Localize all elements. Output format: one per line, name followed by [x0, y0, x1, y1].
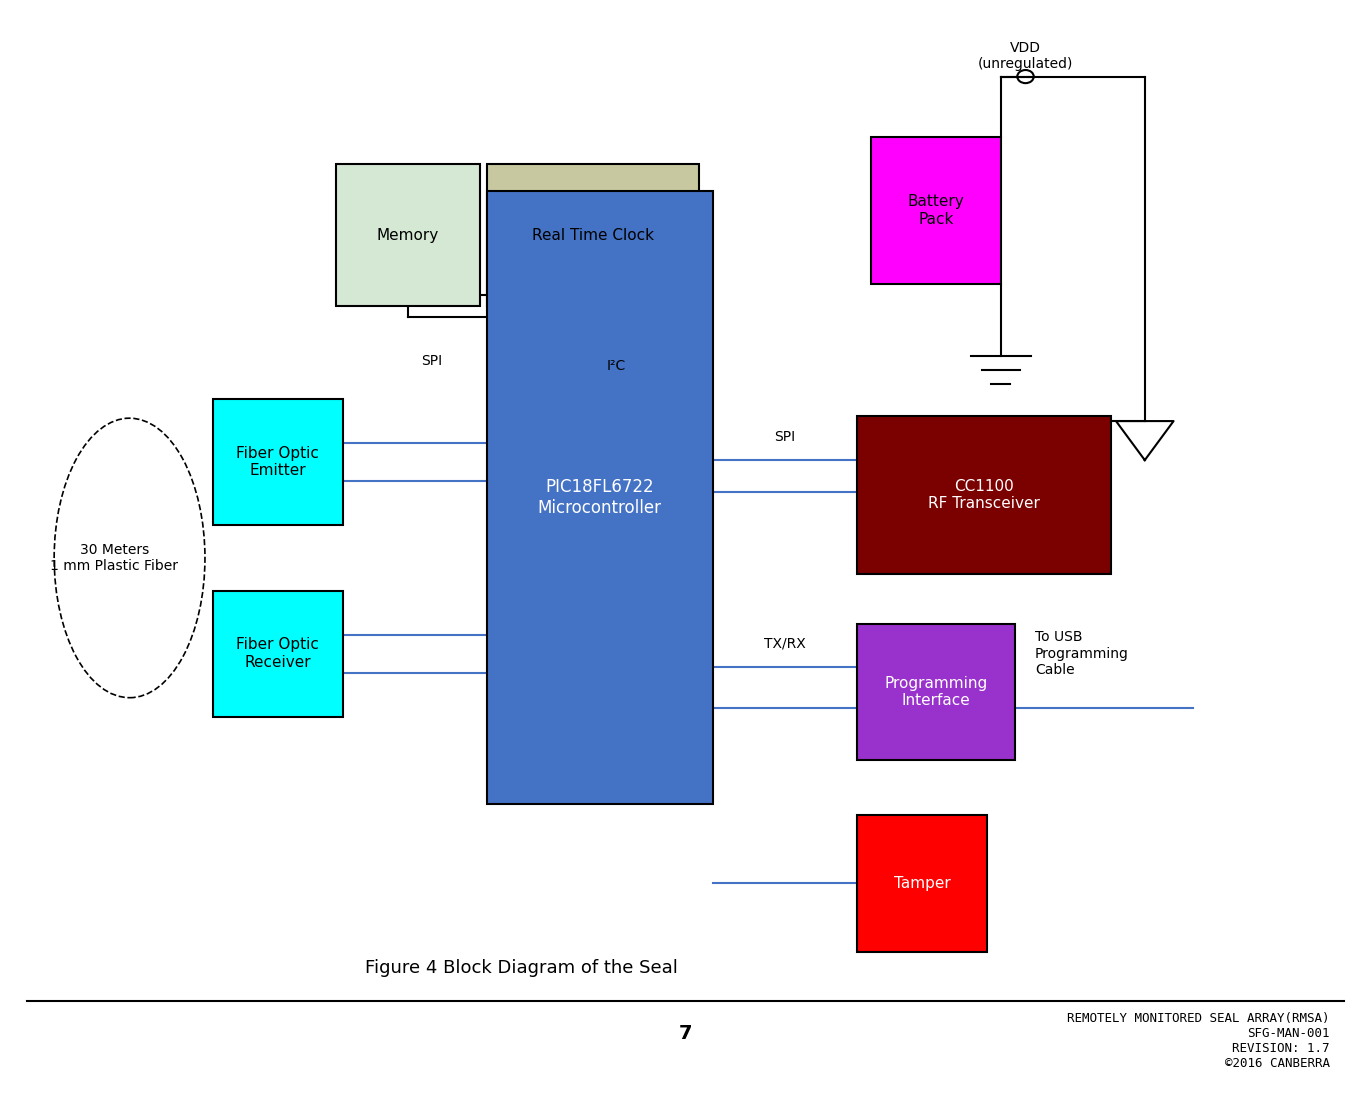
FancyBboxPatch shape: [857, 815, 987, 952]
FancyBboxPatch shape: [213, 399, 343, 525]
FancyBboxPatch shape: [487, 191, 713, 804]
Text: 7: 7: [679, 1024, 692, 1044]
FancyBboxPatch shape: [487, 164, 699, 306]
Text: Figure 4 Block Diagram of the Seal: Figure 4 Block Diagram of the Seal: [365, 959, 677, 977]
FancyBboxPatch shape: [336, 164, 480, 306]
Text: Fiber Optic
Receiver: Fiber Optic Receiver: [236, 638, 319, 670]
Text: Battery
Pack: Battery Pack: [908, 195, 964, 226]
Text: I²C: I²C: [606, 360, 627, 373]
Text: SPI: SPI: [775, 430, 795, 444]
Text: Tamper: Tamper: [894, 876, 950, 891]
FancyBboxPatch shape: [213, 591, 343, 717]
Text: VDD
(unregulated): VDD (unregulated): [978, 40, 1073, 71]
FancyBboxPatch shape: [871, 137, 1001, 284]
Text: 30 Meters
1 mm Plastic Fiber: 30 Meters 1 mm Plastic Fiber: [51, 543, 178, 573]
Text: Memory: Memory: [377, 228, 439, 243]
Text: Real Time Clock: Real Time Clock: [532, 228, 654, 243]
Text: SPI: SPI: [421, 354, 443, 368]
Text: CC1100
RF Transceiver: CC1100 RF Transceiver: [928, 479, 1039, 511]
Text: Fiber Optic
Emitter: Fiber Optic Emitter: [236, 446, 319, 478]
Text: Programming
Interface: Programming Interface: [884, 676, 987, 708]
Text: PIC18FL6722
Microcontroller: PIC18FL6722 Microcontroller: [537, 478, 662, 517]
Text: REMOTELY MONITORED SEAL ARRAY(RMSA)
SFG-MAN-001
REVISION: 1.7
©2016 CANBERRA: REMOTELY MONITORED SEAL ARRAY(RMSA) SFG-…: [1068, 1012, 1330, 1070]
FancyBboxPatch shape: [857, 416, 1111, 574]
FancyBboxPatch shape: [857, 624, 1015, 760]
Text: TX/RX: TX/RX: [764, 637, 806, 651]
Text: To USB
Programming
Cable: To USB Programming Cable: [1035, 630, 1128, 677]
